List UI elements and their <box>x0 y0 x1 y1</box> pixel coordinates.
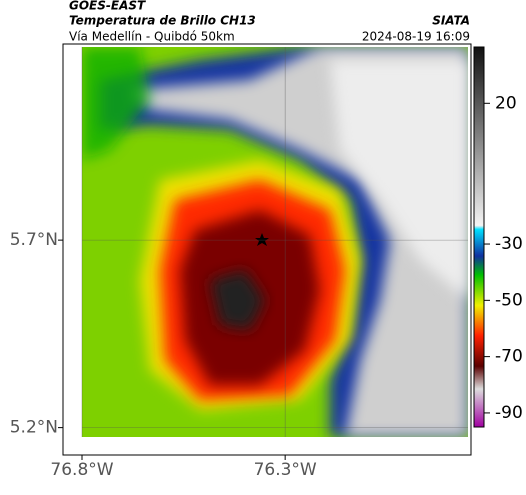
station-marker <box>255 233 269 246</box>
title: Temperatura de Brillo CH13 <box>69 14 256 28</box>
colorbar-tick-label: -70 <box>495 347 523 367</box>
colorbar <box>473 46 485 428</box>
source: GOES-EAST <box>69 0 146 13</box>
brightness-field <box>82 47 468 437</box>
lon-tick-label: 76.8°W <box>50 460 113 480</box>
lon-tick-label: 76.3°W <box>254 460 317 480</box>
colorbar-tick-label: -30 <box>495 234 523 254</box>
lat-tick-label: 5.7°N <box>10 230 58 250</box>
subtitle: Vía Medellín - Quibdó 50km <box>69 30 235 44</box>
timestamp: 2024-08-19 16:09 <box>362 30 470 44</box>
lat-tick-label: 5.2°N <box>10 418 58 438</box>
agency: SIATA <box>432 14 470 28</box>
colorbar-tick-label: -90 <box>495 403 523 423</box>
colorbar-tick-label: 20 <box>495 93 517 113</box>
colorbar-tick-label: -50 <box>495 290 523 310</box>
